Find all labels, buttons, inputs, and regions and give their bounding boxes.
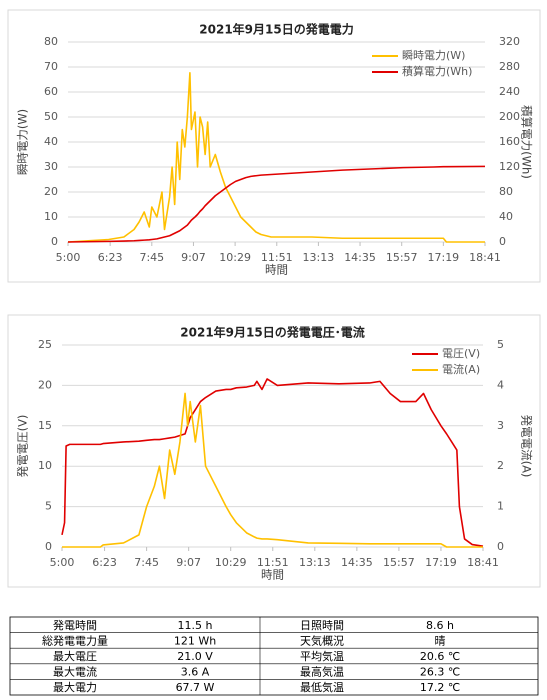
y-tick-label: 0 <box>45 540 52 553</box>
table-label: 平均気温 <box>300 649 344 663</box>
y2-tick-label: 4 <box>497 378 504 391</box>
table-value: 3.6 A <box>181 666 210 679</box>
table-value: 121 Wh <box>174 634 216 647</box>
y2-tick-label: 80 <box>499 185 513 198</box>
x-tick-label: 9:07 <box>176 556 201 569</box>
y-tick-label: 60 <box>44 85 58 98</box>
x-tick-label: 5:00 <box>56 251 81 264</box>
table-value: 晴 <box>435 634 446 647</box>
x-tick-label: 18:41 <box>469 251 501 264</box>
y2-tick-label: 200 <box>499 110 520 123</box>
y-tick-label: 70 <box>44 60 58 73</box>
table-label: 日照時間 <box>300 619 344 632</box>
x-tick-label: 6:23 <box>98 251 123 264</box>
y2-axis-title: 積算電力(Wh) <box>520 105 534 179</box>
table-border <box>9 616 539 696</box>
y-tick-label: 40 <box>44 135 58 148</box>
x-tick-label: 11:51 <box>261 251 293 264</box>
table-label: 天気概況 <box>300 633 344 647</box>
x-tick-label: 14:35 <box>341 556 373 569</box>
y-tick-label: 5 <box>45 500 52 513</box>
y2-tick-label: 3 <box>497 419 504 432</box>
chart-title: 2021年9月15日の発電電圧･電流 <box>180 325 364 340</box>
y-axis-title: 瞬時電力(W) <box>16 109 30 175</box>
table-value: 8.6 h <box>426 619 454 632</box>
y-tick-label: 10 <box>44 210 58 223</box>
legend-label: 積算電力(Wh) <box>402 64 472 78</box>
y2-tick-label: 0 <box>499 235 506 248</box>
table-label: 発電時間 <box>53 618 97 632</box>
y-tick-label: 80 <box>44 35 58 48</box>
chart-title: 2021年9月15日の発電電力 <box>199 22 353 37</box>
table-value: 17.2 ℃ <box>420 681 460 694</box>
y2-tick-label: 120 <box>499 160 520 173</box>
y-axis-title: 発電電圧(V) <box>16 415 30 478</box>
legend-label: 電流(A) <box>442 363 480 376</box>
y-tick-label: 25 <box>38 338 52 351</box>
y2-tick-label: 1 <box>497 500 504 513</box>
y-tick-label: 10 <box>38 459 52 472</box>
table-value: 20.6 ℃ <box>420 650 460 663</box>
table-value: 26.3 ℃ <box>420 666 460 679</box>
y-tick-label: 20 <box>38 378 52 391</box>
table-label: 最高気温 <box>300 665 344 679</box>
table-label: 最大電力 <box>53 680 97 694</box>
y2-axis-title: 発電電流(A) <box>520 415 534 478</box>
x-axis-title: 時間 <box>265 263 288 277</box>
legend-label: 瞬時電力(W) <box>402 49 465 62</box>
y-tick-label: 15 <box>38 419 52 432</box>
x-tick-label: 13:13 <box>299 556 331 569</box>
x-tick-label: 17:19 <box>427 251 459 264</box>
table-label: 総発電電力量 <box>42 633 108 647</box>
x-tick-label: 6:23 <box>92 556 117 569</box>
y-tick-label: 30 <box>44 160 58 173</box>
x-tick-label: 11:51 <box>257 556 289 569</box>
y2-tick-label: 280 <box>499 60 520 73</box>
x-tick-label: 15:57 <box>383 556 415 569</box>
y-tick-label: 0 <box>51 235 58 248</box>
y2-tick-label: 2 <box>497 459 504 472</box>
x-tick-label: 10:29 <box>215 556 247 569</box>
y-tick-label: 50 <box>44 110 58 123</box>
x-tick-label: 9:07 <box>181 251 206 264</box>
x-tick-label: 10:29 <box>219 251 251 264</box>
x-tick-label: 7:45 <box>134 556 159 569</box>
table-label: 最低気温 <box>300 680 344 694</box>
y2-tick-label: 0 <box>497 540 504 553</box>
x-tick-label: 14:35 <box>344 251 376 264</box>
series-line <box>62 392 483 548</box>
x-tick-label: 15:57 <box>386 251 418 264</box>
table-label: 最大電圧 <box>53 649 97 663</box>
y2-tick-label: 320 <box>499 35 520 48</box>
y2-tick-label: 240 <box>499 85 520 98</box>
x-axis-title: 時間 <box>261 568 284 582</box>
y-tick-label: 20 <box>44 185 58 198</box>
table-value: 11.5 h <box>178 619 213 632</box>
x-tick-label: 13:13 <box>303 251 335 264</box>
y2-tick-label: 40 <box>499 210 513 223</box>
x-tick-label: 7:45 <box>139 251 164 264</box>
table-value: 21.0 V <box>177 650 213 663</box>
table-label: 最大電流 <box>53 665 97 679</box>
series-line <box>61 378 484 547</box>
series-line <box>67 165 486 243</box>
y2-tick-label: 160 <box>499 135 520 148</box>
legend-label: 電圧(V) <box>442 347 480 360</box>
chart-frame <box>7 314 541 588</box>
x-tick-label: 18:41 <box>467 556 499 569</box>
table-value: 67.7 W <box>176 681 215 694</box>
x-tick-label: 17:19 <box>425 556 457 569</box>
series-line <box>67 71 485 243</box>
x-tick-label: 5:00 <box>50 556 75 569</box>
y2-tick-label: 5 <box>497 338 504 351</box>
